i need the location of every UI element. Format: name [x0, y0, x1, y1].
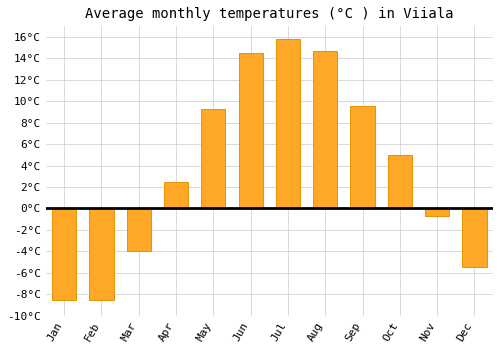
Bar	[126, 209, 151, 251]
Bar	[313, 51, 338, 209]
Title: Average monthly temperatures (°C ) in Viiala: Average monthly temperatures (°C ) in Vi…	[85, 7, 454, 21]
Bar	[425, 209, 449, 216]
Bar	[238, 53, 263, 209]
Bar	[388, 155, 412, 209]
Bar	[201, 109, 226, 209]
Bar	[90, 209, 114, 300]
Bar	[462, 209, 486, 267]
Bar	[52, 209, 76, 300]
Bar	[276, 39, 300, 209]
Bar	[164, 182, 188, 209]
Bar	[350, 106, 374, 209]
